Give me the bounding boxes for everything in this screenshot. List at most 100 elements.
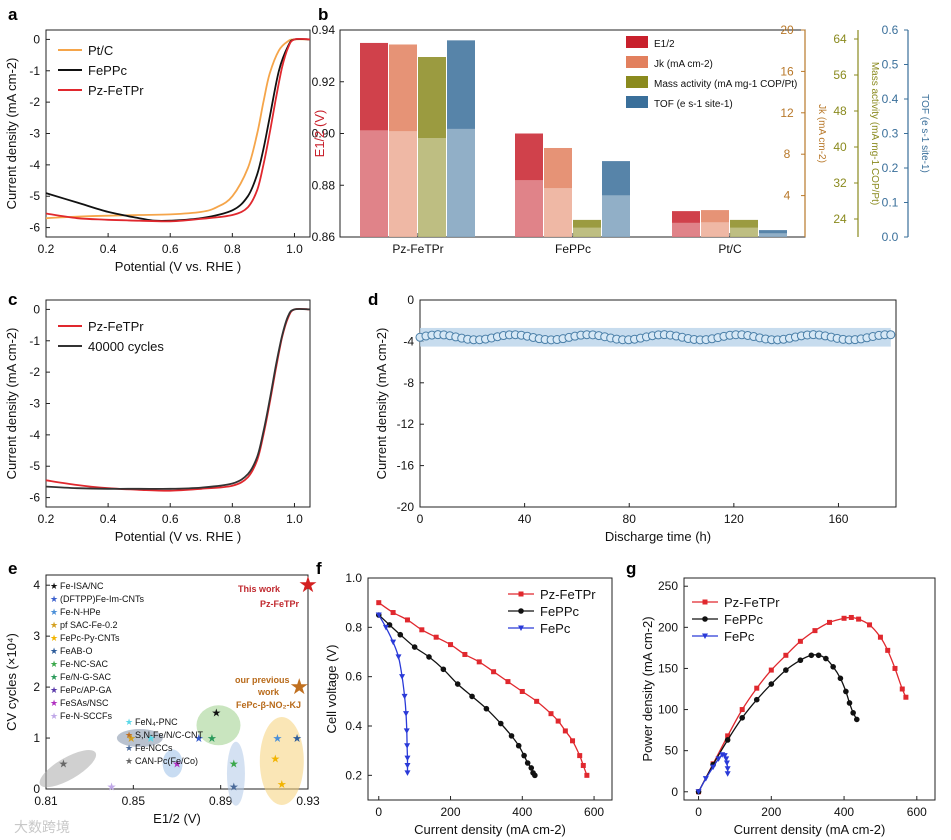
x-tick-label: 0.4	[100, 512, 117, 526]
plot-frame	[683, 577, 936, 801]
right-tick-label: 48	[833, 104, 847, 118]
x-tick-label: 0.8	[224, 512, 241, 526]
scatter-point: ★	[270, 752, 280, 765]
y-tick-label: 4	[33, 578, 40, 592]
data-point	[848, 614, 854, 620]
y-tick-label: -6	[29, 491, 40, 505]
data-point	[827, 619, 833, 625]
legend-marker: ★	[125, 718, 133, 728]
legend-marker: ★	[50, 582, 58, 592]
data-point	[454, 681, 461, 687]
legend-label: FePc	[724, 629, 755, 644]
legend-marker: ★	[50, 712, 58, 722]
x-tick-label: 0	[375, 805, 382, 819]
scatter-point: ★	[107, 780, 117, 793]
right-tick-label: 0.6	[882, 23, 899, 37]
y-tick-label: -2	[29, 365, 40, 379]
data-point	[899, 686, 905, 692]
data-point	[721, 753, 728, 759]
data-point	[853, 716, 860, 723]
data-point	[797, 638, 803, 644]
panel-a-chart: 0.2 0.4 0.6 0.8 1.0 0 -1 -2 -3 -4 -5 -6 Potential (V…	[4, 29, 311, 274]
data-point	[390, 639, 397, 646]
data-point	[404, 762, 411, 769]
series-line-2	[698, 753, 729, 793]
x-tick-label: 40	[518, 512, 532, 526]
data-point	[534, 698, 540, 704]
legend-marker: ★	[125, 731, 133, 741]
legend-label: Fe-N-HPe	[60, 607, 101, 617]
legend-marker: ★	[50, 647, 58, 657]
y-tick-label: 50	[665, 744, 679, 758]
right-tick-label: 40	[833, 140, 847, 154]
y-tick-label: -5	[29, 189, 40, 203]
data-point	[702, 633, 708, 639]
highlight-ellipse	[196, 705, 241, 746]
data-point	[885, 647, 891, 653]
legend-marker: ★	[125, 744, 133, 754]
scatter-point: ★	[272, 732, 282, 745]
right-tick-label: 8	[784, 147, 791, 161]
right-tick-label: 0.5	[882, 58, 899, 72]
data-point	[375, 612, 382, 618]
x-tick-label: 120	[724, 512, 744, 526]
data-point	[830, 664, 836, 670]
bar-3-2	[759, 230, 787, 237]
legend-swatch	[626, 76, 648, 88]
data-point	[808, 652, 815, 659]
y-axis-label: Current density (mA cm-2)	[4, 328, 19, 480]
annotation: our previous	[235, 675, 290, 685]
legend-marker: ★	[50, 673, 58, 683]
scatter-point: ★	[277, 778, 287, 791]
y-axis-label: Current density (mA cm-2)	[374, 328, 389, 480]
x-tick-label: 80	[623, 512, 637, 526]
legend-label: Pz-FeTPr	[724, 595, 780, 610]
panel-f-chart: 0 200 400 600 0.2 0.4 0.6 0.8 1.0 Current density…	[324, 571, 613, 837]
data-point	[518, 591, 524, 597]
bar-1-1	[544, 147, 572, 237]
legend-marker: ★	[50, 608, 58, 618]
plot-frame	[45, 574, 309, 790]
bar-shade	[447, 128, 475, 237]
y-axis-label-e12: E1/2 (V)	[312, 110, 327, 158]
y-tick-label: -2	[29, 95, 40, 109]
y-tick-label: -16	[397, 459, 415, 473]
data-point	[376, 600, 382, 606]
data-point	[584, 772, 590, 778]
legend-marker: ★	[50, 699, 58, 709]
scatter-point: ★	[59, 758, 69, 771]
legend-label: pf SAC-Fe-0.2	[60, 620, 118, 630]
bar-shade	[672, 222, 700, 237]
bar-0-1	[515, 133, 543, 237]
annotation: FePc-β-NO₂-KJ	[236, 700, 301, 710]
bar-shade	[544, 188, 572, 237]
legend-marker: ★	[50, 621, 58, 631]
legend-swatch	[626, 56, 648, 68]
data-point	[768, 681, 775, 687]
data-point	[723, 760, 730, 766]
data-point	[555, 718, 561, 724]
data-point	[768, 667, 774, 673]
series-line-2	[45, 37, 311, 223]
x-tick-label: 0.85	[122, 794, 146, 808]
panel-label-a: a	[8, 5, 18, 24]
panel-label-d: d	[368, 290, 378, 309]
series-line-1	[378, 614, 536, 776]
bar-shade	[573, 227, 601, 237]
legend-label: Fe-N-SCCFs	[60, 711, 112, 721]
bar-2-0	[418, 57, 446, 237]
x-tick-label: 600	[907, 805, 927, 819]
data-point	[426, 654, 432, 660]
data-point	[783, 652, 789, 658]
y-tick-label: -3	[29, 127, 40, 141]
y-tick-label: 150	[658, 661, 678, 675]
scatter-point: ★	[172, 758, 182, 771]
panel-label-e: e	[8, 559, 17, 578]
y-tick-label: 0	[407, 293, 414, 307]
plot-frame	[367, 577, 613, 801]
x-tick-label: 0.2	[38, 512, 55, 526]
data-point	[837, 675, 844, 682]
data-point	[724, 771, 731, 777]
y-tick-label: 2	[33, 680, 40, 694]
data-point	[433, 634, 439, 640]
